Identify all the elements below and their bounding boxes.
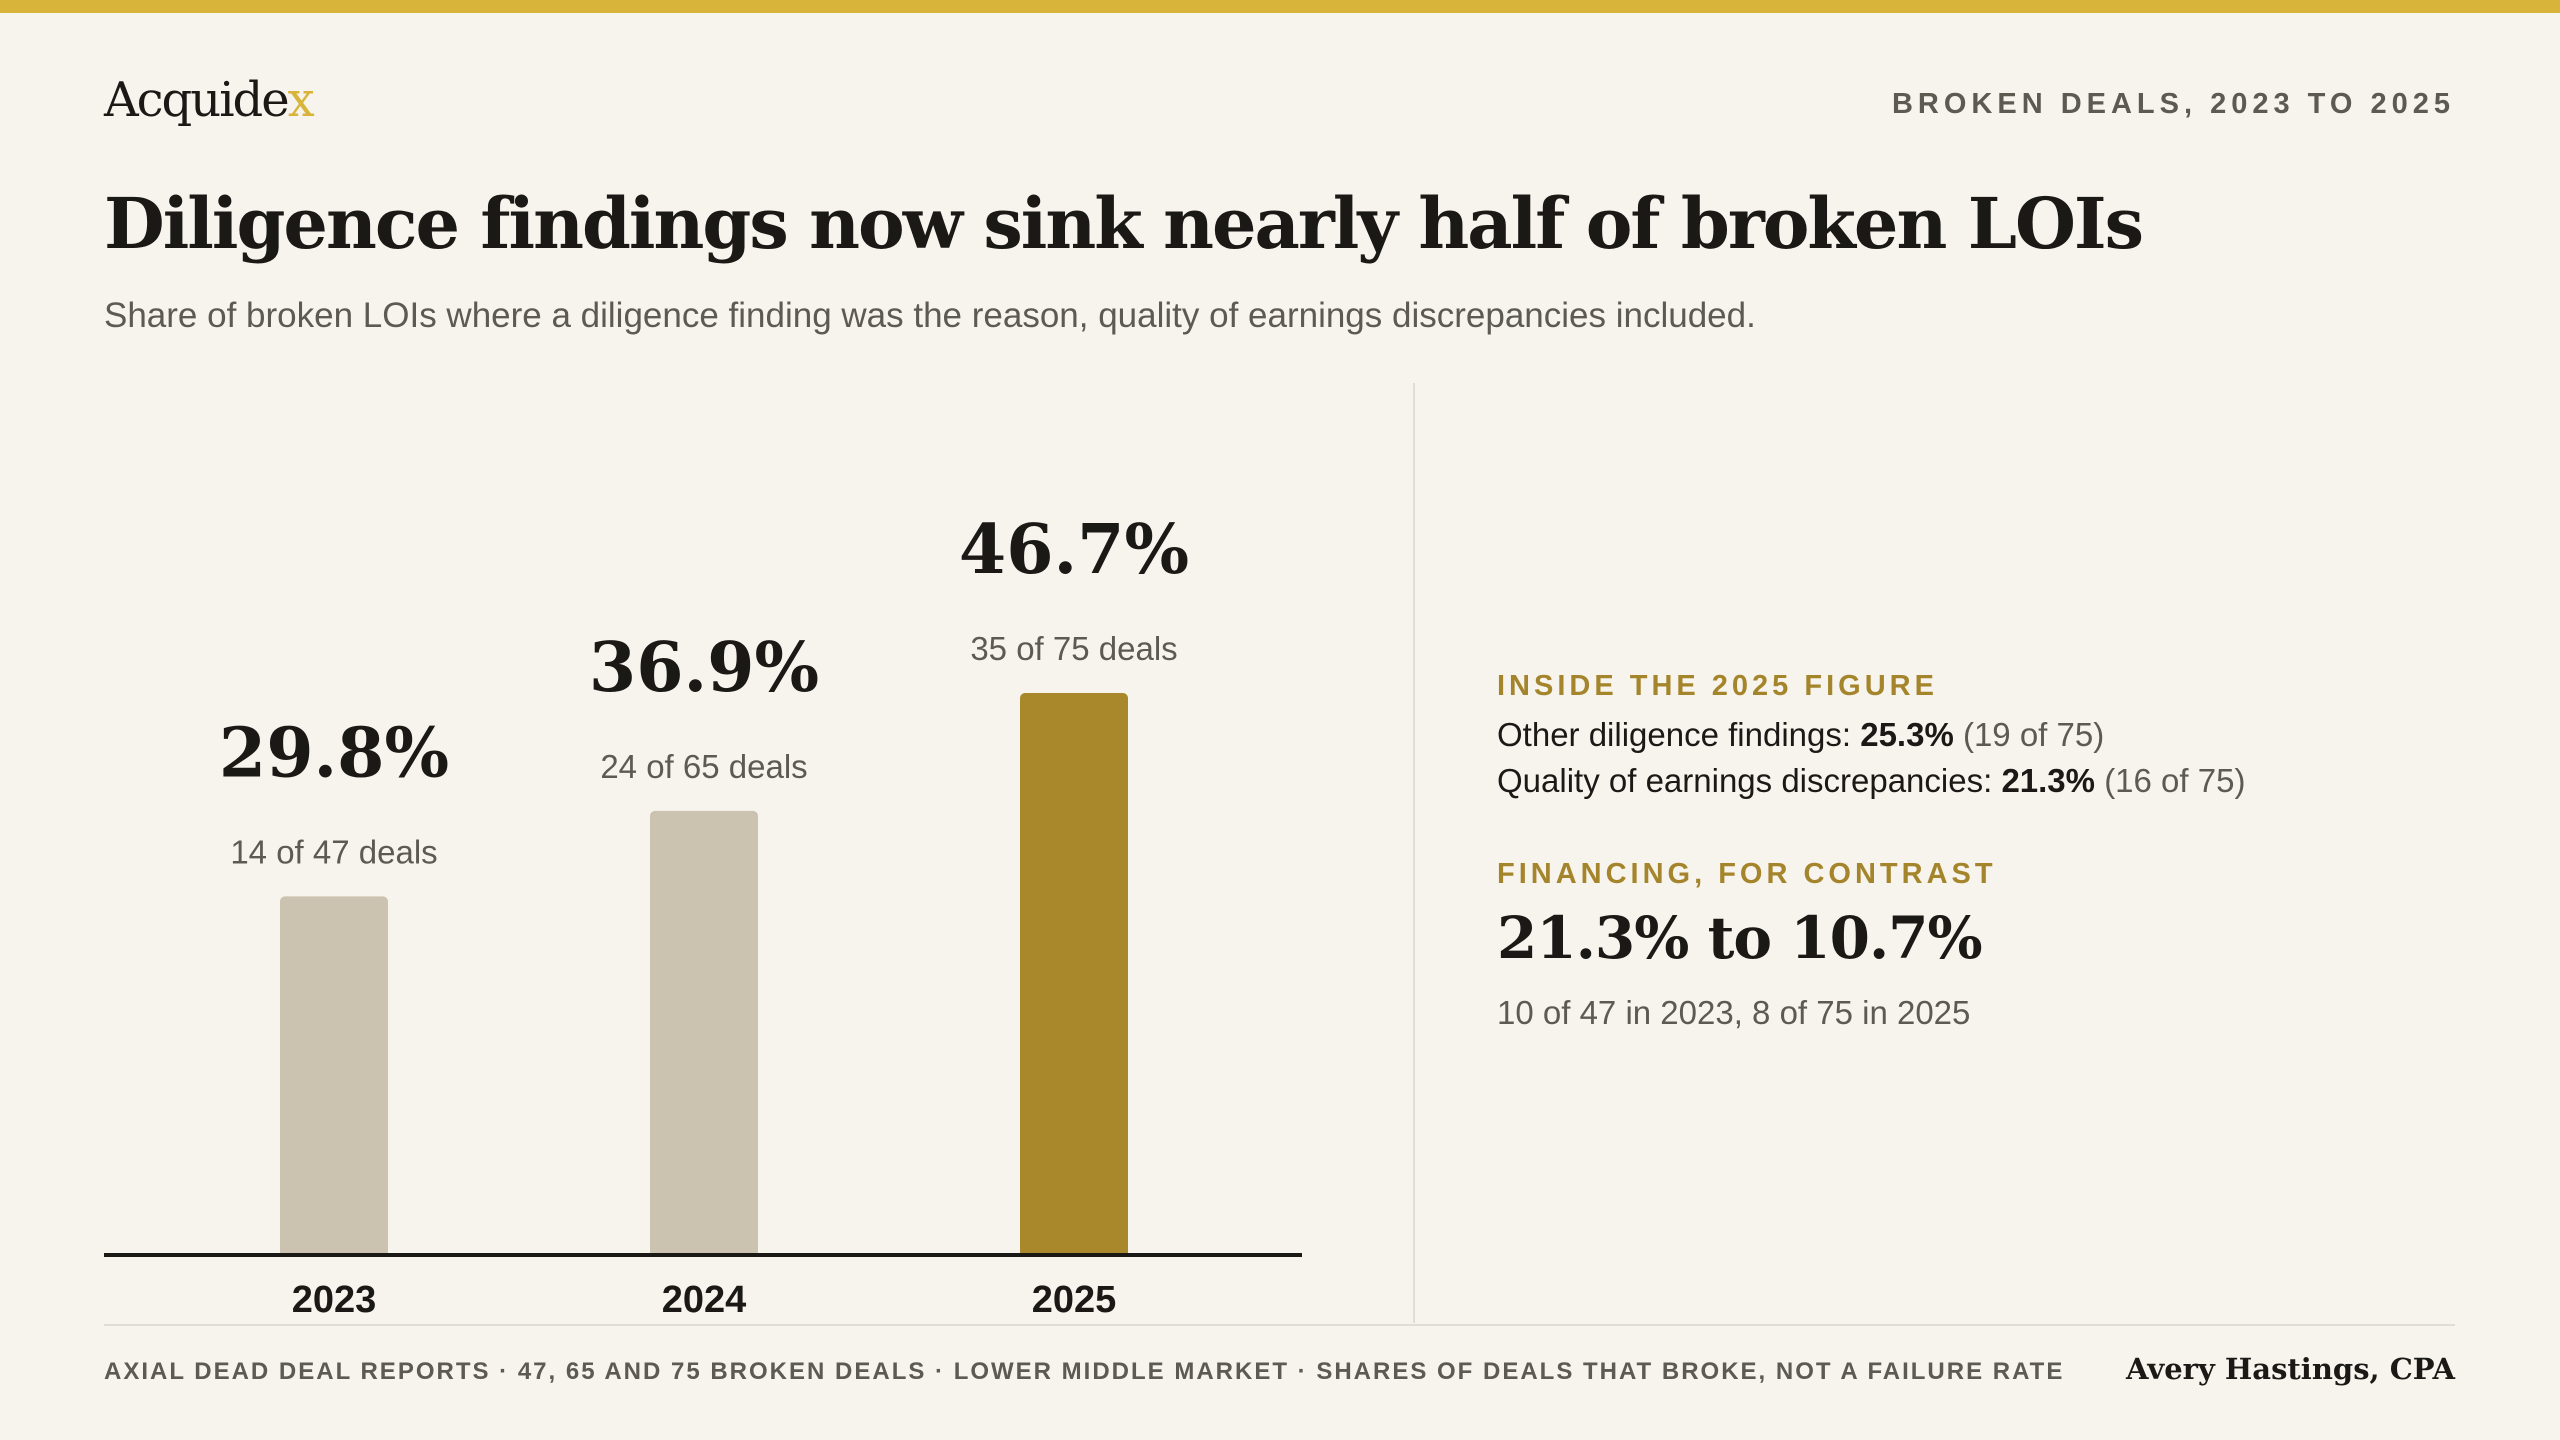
bar-chart: 29.8% 14 of 47 deals 2023 36.9% 24 of 65 dea…	[104, 510, 1302, 1321]
x-tick-2024: 2024	[662, 1279, 747, 1321]
qoe-detail: (16 of 75)	[2104, 762, 2246, 799]
section-kicker: BROKEN DEALS, 2023 TO 2025	[1891, 88, 2455, 120]
qoe-line: Quality of earnings discrepancies: 21.3%…	[1497, 762, 2245, 800]
x-tick-2023: 2023	[292, 1279, 377, 1321]
financing-range: 21.3% to 10.7%	[1497, 904, 1983, 972]
top-accent-bar	[0, 0, 2560, 13]
count-label-2025: 35 of 75 deals	[970, 630, 1177, 667]
footer-divider	[104, 1324, 2455, 1326]
source-note: AXIAL DEAD DEAL REPORTS · 47, 65 AND 75 …	[104, 1358, 2065, 1385]
other-findings-detail: (19 of 75)	[1962, 716, 2105, 753]
bar-2023	[280, 896, 388, 1257]
x-tick-2025: 2025	[1032, 1279, 1117, 1321]
vertical-divider	[1413, 383, 1415, 1323]
logo-text: Acquide	[104, 72, 290, 128]
value-label-2024: 36.9%	[589, 628, 819, 708]
count-label-2023: 14 of 47 deals	[230, 833, 437, 870]
other-findings-label: Other diligence findings:	[1497, 716, 1861, 753]
other-findings-line: Other diligence findings: 25.3% (19 of 7…	[1497, 716, 2104, 754]
inside-figure-label: INSIDE THE 2025 FIGURE	[1497, 670, 1938, 702]
author-byline: Avery Hastings, CPA	[2126, 1352, 2455, 1386]
financing-note: 10 of 47 in 2023, 8 of 75 in 2025	[1497, 994, 1971, 1031]
qoe-label: Quality of earnings discrepancies:	[1497, 762, 2002, 799]
bar-2024	[650, 810, 758, 1257]
page-subtitle: Share of broken LOIs where a diligence f…	[104, 296, 1756, 335]
page-title: Diligence findings now sink nearly half …	[104, 182, 2144, 265]
financing-label: FINANCING, FOR CONTRAST	[1497, 858, 1997, 890]
brand-logo: Acquidex	[104, 72, 315, 128]
bar-2025	[1020, 693, 1128, 1257]
other-findings-value: 25.3%	[1860, 716, 1954, 753]
count-label-2024: 24 of 65 deals	[600, 748, 807, 785]
qoe-value: 21.3%	[2001, 762, 2096, 799]
value-label-2025: 46.7%	[959, 510, 1189, 590]
logo-accent-letter: x	[287, 72, 315, 128]
value-label-2023: 29.8%	[219, 713, 449, 793]
